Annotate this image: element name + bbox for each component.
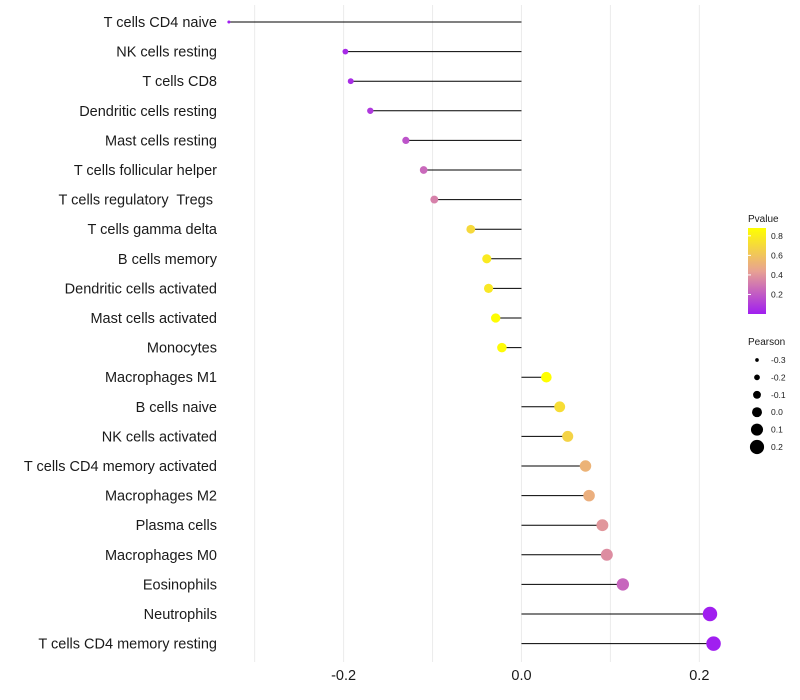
data-point (706, 636, 721, 651)
data-point (419, 166, 428, 174)
category-label: Neutrophils (144, 607, 217, 623)
data-point (541, 371, 552, 383)
category-label: Macrophages M2 (105, 489, 217, 505)
grid-lines (254, 5, 700, 662)
category-label: Mast cells activated (90, 311, 217, 327)
data-point (497, 342, 507, 353)
data-point (483, 283, 494, 293)
pearson-legend-label: -0.1 (771, 390, 786, 400)
category-label: T cells gamma delta (88, 222, 218, 238)
pvalue-legend-title: Pvalue (748, 214, 779, 225)
category-label: NK cells resting (116, 45, 217, 61)
data-point (430, 195, 439, 204)
category-label: Dendritic cells resting (79, 104, 217, 120)
data-point (227, 20, 231, 24)
category-label: Plasma cells (136, 518, 217, 534)
pearson-legend-label: -0.3 (771, 355, 786, 365)
category-label: T cells CD4 memory resting (38, 637, 217, 653)
category-label: B cells naive (136, 400, 217, 416)
pearson-legend: Pearson -0.3 -0.2 -0.1 0.0 0.1 0.2 (748, 337, 786, 455)
data-point (554, 401, 566, 413)
dots (227, 20, 721, 651)
pearson-legend-dot (752, 407, 762, 418)
pearson-legend-dot (753, 390, 761, 399)
pearson-legend-dot (755, 358, 759, 362)
pearson-legend-title: Pearson (748, 337, 785, 348)
pearson-legend-label: 0.1 (771, 425, 783, 435)
category-label: Macrophages M1 (105, 370, 217, 386)
category-label: T cells CD4 memory activated (24, 459, 217, 475)
data-point (583, 489, 595, 502)
x-tick-label: -0.2 (331, 668, 356, 684)
pearson-legend-dot (749, 439, 765, 455)
pearson-legend-dot (754, 374, 760, 381)
pvalue-colorbar (748, 228, 766, 314)
category-label: T cells CD4 naive (104, 15, 217, 31)
data-point (596, 519, 609, 532)
x-tick-label: 0.0 (511, 668, 531, 684)
category-label: Dendritic cells activated (65, 281, 217, 297)
pvalue-legend-tick: 0.8 (771, 231, 783, 241)
category-label: Monocytes (147, 341, 217, 357)
data-point (702, 606, 718, 622)
data-point (466, 224, 476, 234)
category-label: NK cells activated (102, 429, 217, 445)
category-label: Mast cells resting (105, 133, 217, 149)
category-label: Macrophages M0 (105, 548, 217, 564)
pearson-legend-label: 0.0 (771, 407, 783, 417)
pearson-legend-dot (750, 423, 764, 436)
data-point (482, 254, 492, 264)
pearson-legend-label: 0.2 (771, 442, 783, 452)
data-point (347, 78, 354, 85)
category-label: T cells follicular helper (74, 163, 217, 179)
x-tick-label: 0.2 (689, 668, 709, 684)
pvalue-legend-tick: 0.4 (771, 270, 783, 280)
data-point (491, 313, 501, 323)
category-labels: T cells CD4 naive NK cells resting T cells… (24, 15, 218, 653)
category-label: B cells memory (118, 252, 218, 268)
data-point (367, 107, 374, 114)
category-label: T cells regulatory Tregs (59, 193, 218, 209)
pearson-legend-label: -0.2 (771, 372, 786, 382)
data-point (342, 48, 349, 55)
data-point (600, 548, 613, 561)
x-axis-ticks: -0.2 0.0 0.2 (331, 668, 709, 684)
category-label: T cells CD8 (142, 74, 217, 90)
stems (228, 21, 714, 645)
pvalue-legend: Pvalue 0.8 0.6 0.4 0.2 (748, 214, 783, 314)
data-point (616, 578, 630, 591)
pvalue-legend-tick: 0.2 (771, 289, 783, 299)
data-point (402, 136, 410, 145)
pvalue-legend-tick: 0.6 (771, 250, 783, 260)
data-point (579, 460, 592, 472)
data-point (562, 430, 574, 442)
category-label: Eosinophils (143, 577, 217, 593)
